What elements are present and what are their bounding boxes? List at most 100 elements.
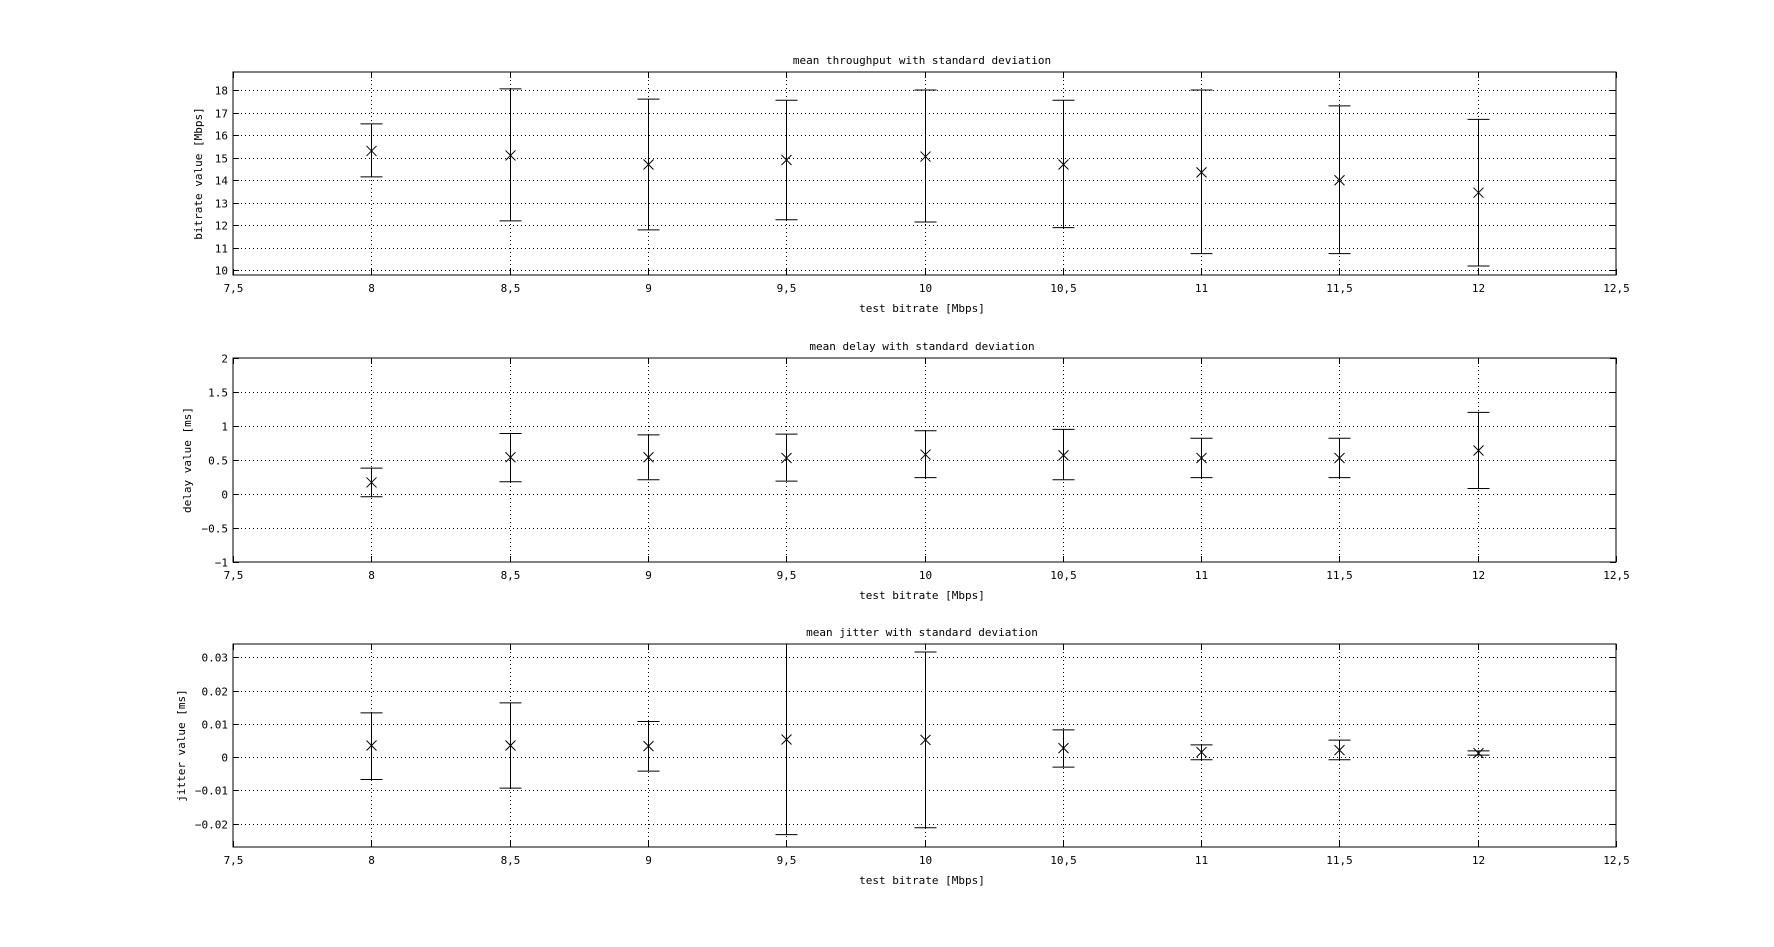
delay-errorbar-point xyxy=(499,432,522,483)
throughput-y-tick-label: 12 xyxy=(215,220,228,233)
throughput-y-tick-label: 13 xyxy=(215,198,228,211)
delay-x-tick-label: 10,5 xyxy=(1050,569,1077,582)
delay-errorbar-point xyxy=(1052,428,1075,481)
throughput-y-tick-label: 10 xyxy=(215,265,228,278)
throughput-x-axis-label: test bitrate [Mbps] xyxy=(859,302,985,315)
delay-y-tick-label: −1 xyxy=(215,557,228,570)
jitter-y-tick-label: 0 xyxy=(221,752,228,765)
jitter-x-tick-label: 11 xyxy=(1195,854,1208,867)
delay-x-tick-label: 9,5 xyxy=(777,569,797,582)
throughput-errorbar-point xyxy=(360,123,383,178)
delay-errorbar-point xyxy=(1328,437,1351,479)
throughput-errorbar-point xyxy=(1467,118,1490,267)
delay-y-tick-label: 0 xyxy=(221,489,228,502)
jitter-y-tick-label: −0.02 xyxy=(195,819,228,832)
throughput-errorbar-point xyxy=(499,88,522,222)
delay-x-tick-label: 12,5 xyxy=(1603,569,1630,582)
jitter-x-tick-label: 12 xyxy=(1472,854,1485,867)
jitter-errorbar-point xyxy=(1328,739,1351,761)
throughput-x-tick-label: 8 xyxy=(368,282,375,295)
delay-x-tick-label: 8,5 xyxy=(501,569,521,582)
jitter-errorbar-point xyxy=(360,712,383,780)
jitter-x-tick-label: 10 xyxy=(919,854,932,867)
jitter-y-tick-label: 0.02 xyxy=(202,686,229,699)
throughput-y-tick-label: 15 xyxy=(215,153,228,166)
delay-y-tick-label: 1.5 xyxy=(208,387,228,400)
jitter-panel: mean jitter with standard deviation 7,5 8… xyxy=(175,626,1630,887)
delay-x-axis-label: test bitrate [Mbps] xyxy=(859,589,985,602)
throughput-mean-marker-stroke-b xyxy=(1196,167,1207,178)
delay-panel: mean delay with standard deviation 7,5 8 8… xyxy=(181,340,1630,602)
throughput-x-tick-label: 10,5 xyxy=(1050,282,1077,295)
throughput-x-tick-label: 12 xyxy=(1472,282,1485,295)
delay-title: mean delay with standard deviation xyxy=(809,340,1034,353)
jitter-errorbar-point xyxy=(775,644,798,836)
jitter-x-tick-label: 10,5 xyxy=(1050,854,1077,867)
delay-y-axis-label: delay value [ms] xyxy=(181,407,194,513)
jitter-title: mean jitter with standard deviation xyxy=(806,626,1038,639)
throughput-x-tick-label: 8,5 xyxy=(501,282,521,295)
throughput-x-tick-label: 9,5 xyxy=(777,282,797,295)
throughput-grid xyxy=(233,72,1616,275)
delay-mean-marker-stroke-b xyxy=(643,451,654,463)
jitter-y-tick-label: −0.01 xyxy=(195,785,228,798)
throughput-errorbar-point xyxy=(1328,105,1351,255)
throughput-mean-marker-stroke-b xyxy=(366,145,377,157)
throughput-axes-box xyxy=(232,71,1617,276)
jitter-axes-box xyxy=(232,643,1617,848)
jitter-x-axis-label: test bitrate [Mbps] xyxy=(859,874,985,887)
throughput-mean-marker-stroke-b xyxy=(1334,174,1345,186)
throughput-ticks: 7,5 8 8,5 9 9,5 10 10,5 11 11,5 12 12,5 10 11 12 13 14 1… xyxy=(215,72,1630,295)
throughput-mean-marker-stroke-b xyxy=(643,159,654,170)
delay-ticks: 7,5 8 8,5 9 9,5 10 10,5 11 11,5 12 12,5−1−0.500.51… xyxy=(202,353,1630,583)
delay-x-tick-label: 9 xyxy=(645,569,652,582)
throughput-y-tick-label: 14 xyxy=(215,175,229,188)
jitter-errorbar-point xyxy=(499,702,522,789)
jitter-mean-marker-stroke-b xyxy=(1058,742,1069,754)
throughput-x-tick-label: 12,5 xyxy=(1603,282,1630,295)
delay-x-tick-label: 10 xyxy=(919,569,932,582)
delay-x-tick-label: 11 xyxy=(1195,569,1208,582)
delay-x-tick-label: 12 xyxy=(1472,569,1485,582)
jitter-x-tick-label: 12,5 xyxy=(1603,854,1630,867)
delay-errorbar-point xyxy=(360,467,383,498)
jitter-errorbar-point xyxy=(1052,729,1075,768)
throughput-y-tick-label: 17 xyxy=(215,108,228,121)
jitter-y-tick-label: 0.03 xyxy=(202,652,229,665)
delay-x-tick-label: 11,5 xyxy=(1326,569,1353,582)
jitter-ticks: 7,5 8 8,5 9 9,5 10 10,5 11 11,5 12 12,5 −0.02 −0.01 0… xyxy=(195,644,1630,867)
jitter-grid xyxy=(233,644,1616,847)
jitter-series xyxy=(360,644,1490,836)
jitter-mean-marker-stroke-b xyxy=(781,734,792,745)
throughput-errorbar-point xyxy=(1052,99,1075,229)
throughput-panel: mean throughput with standard deviation … xyxy=(192,54,1630,315)
throughput-mean-marker-stroke-b xyxy=(505,150,516,161)
delay-errorbar-point xyxy=(1467,411,1490,490)
throughput-mean-marker-stroke-b xyxy=(1473,187,1484,199)
delay-mean-marker-stroke-b xyxy=(1473,445,1484,456)
throughput-series xyxy=(360,88,1490,267)
delay-mean-marker-stroke-b xyxy=(1058,449,1069,461)
jitter-errorbar-point xyxy=(637,721,660,772)
throughput-y-tick-label: 18 xyxy=(215,85,228,98)
delay-mean-marker-stroke-b xyxy=(920,449,931,460)
jitter-errorbar-point xyxy=(914,651,937,829)
jitter-mean-marker-stroke-b xyxy=(1334,744,1345,756)
throughput-x-tick-label: 10 xyxy=(919,282,932,295)
throughput-x-tick-label: 7,5 xyxy=(224,282,244,295)
delay-marks xyxy=(360,411,1490,498)
jitter-x-tick-label: 7,5 xyxy=(224,854,244,867)
delay-x-tick-label: 8 xyxy=(368,569,375,582)
throughput-x-tick-label: 9 xyxy=(645,282,652,295)
delay-mean-marker-stroke-b xyxy=(1196,452,1207,464)
throughput-x-tick-label: 11 xyxy=(1195,282,1208,295)
jitter-x-tick-label: 8,5 xyxy=(501,854,521,867)
delay-y-tick-label: 0.5 xyxy=(208,455,228,468)
throughput-errorbar-point xyxy=(914,89,937,223)
jitter-y-axis-label: jitter value [ms] xyxy=(175,689,188,802)
jitter-mean-marker-stroke-b xyxy=(1196,746,1207,758)
throughput-y-tick-label: 16 xyxy=(215,130,228,143)
throughput-mean-marker-stroke-b xyxy=(1058,159,1069,170)
